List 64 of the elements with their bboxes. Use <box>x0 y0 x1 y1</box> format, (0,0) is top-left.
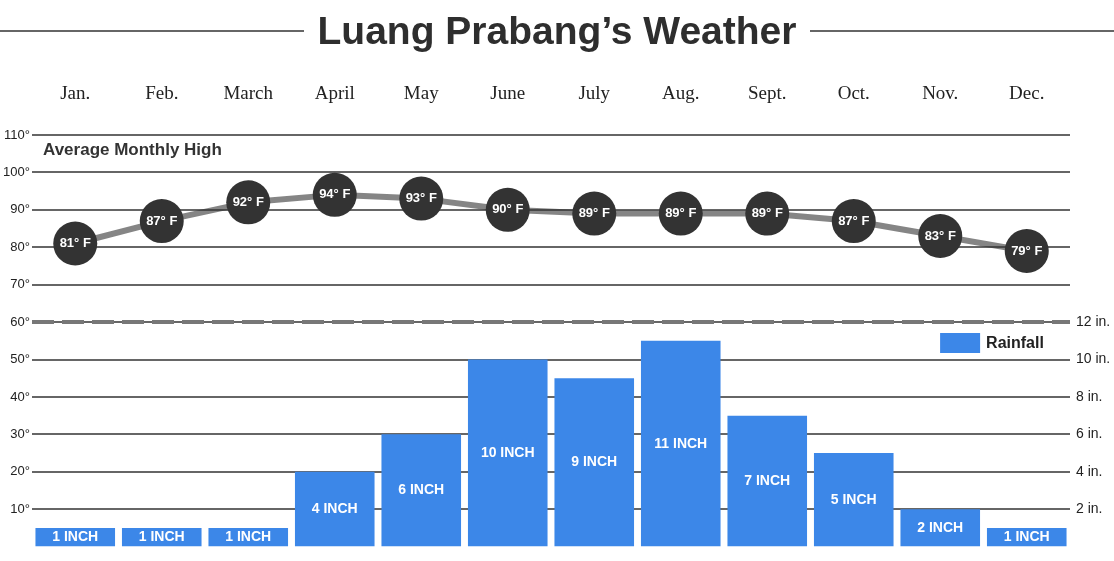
data-label: 7 INCH <box>744 471 791 488</box>
x-tick-label: July <box>578 81 611 103</box>
data-label: 1 INCH <box>1003 528 1050 545</box>
y-tick-label: 90° <box>10 201 30 217</box>
x-tick-label: Feb. <box>145 81 179 103</box>
bar <box>813 453 894 547</box>
bar <box>727 415 808 547</box>
data-label: 89° F <box>578 205 610 221</box>
data-label: 1 INCH <box>138 528 185 545</box>
data-label: 83° F <box>924 227 956 243</box>
data-label: 9 INCH <box>571 453 618 470</box>
legend-label: Rainfall <box>986 333 1044 352</box>
y-tick-label: 40° <box>10 388 30 404</box>
x-tick-label: May <box>403 81 440 103</box>
y-tick-label: 100° <box>3 164 30 179</box>
bar <box>381 434 462 547</box>
data-label: 11 INCH <box>654 434 708 451</box>
data-label: 94° F <box>319 186 351 202</box>
x-tick-label: April <box>314 81 355 103</box>
x-tick-label: Aug. <box>662 81 700 103</box>
y2-tick-label: 6 in. <box>1076 425 1103 442</box>
data-label: 89° F <box>665 205 697 221</box>
bar <box>294 471 375 547</box>
data-label: 6 INCH <box>398 481 445 498</box>
y-tick-label: 80° <box>10 238 30 254</box>
bar <box>467 359 548 547</box>
data-label: 4 INCH <box>311 500 358 517</box>
bar <box>554 378 635 547</box>
data-label: 1 INCH <box>52 528 99 545</box>
y-tick-label: 70° <box>10 276 30 292</box>
y2-tick-label: 4 in. <box>1076 462 1103 479</box>
data-label: 2 INCH <box>917 518 964 535</box>
data-label: 81° F <box>59 235 91 251</box>
x-tick-label: March <box>223 81 274 103</box>
y2-tick-label: 8 in. <box>1076 387 1103 404</box>
y-tick-label: 110° <box>4 126 30 142</box>
x-tick-label: Sept. <box>747 81 787 103</box>
data-label: 93° F <box>405 190 437 206</box>
x-tick-label: Dec. <box>1009 81 1045 103</box>
data-label: 87° F <box>838 212 870 228</box>
data-label: 1 INCH <box>225 528 272 545</box>
y2-tick-label: 2 in. <box>1076 500 1103 517</box>
bar <box>900 509 981 547</box>
data-label: 79° F <box>1011 242 1043 258</box>
y-tick-label: 20° <box>10 463 30 479</box>
y-tick-label: 50° <box>10 351 30 367</box>
data-label: 5 INCH <box>830 490 877 507</box>
y-tick-label: 60° <box>10 313 30 329</box>
x-tick-label: June <box>490 81 526 103</box>
data-label: 87° F <box>146 212 178 228</box>
y-tick-label: 10° <box>10 500 30 516</box>
chart-title: Luang Prabang’s Weather <box>316 9 798 53</box>
y-tick-label: 30° <box>10 425 30 441</box>
x-tick-label: Oct. <box>837 81 870 103</box>
data-label: 90° F <box>492 201 524 217</box>
y2-tick-label: 10 in. <box>1076 350 1111 367</box>
x-tick-label: Nov. <box>922 81 959 103</box>
series-label: Average Monthly High <box>43 139 222 159</box>
y2-tick-label: 12 in. <box>1076 312 1111 329</box>
bar <box>640 340 721 547</box>
data-label: 89° F <box>751 205 783 221</box>
x-tick-label: Jan. <box>60 81 91 103</box>
data-label: 10 INCH <box>480 443 535 460</box>
data-label: 92° F <box>232 193 264 209</box>
